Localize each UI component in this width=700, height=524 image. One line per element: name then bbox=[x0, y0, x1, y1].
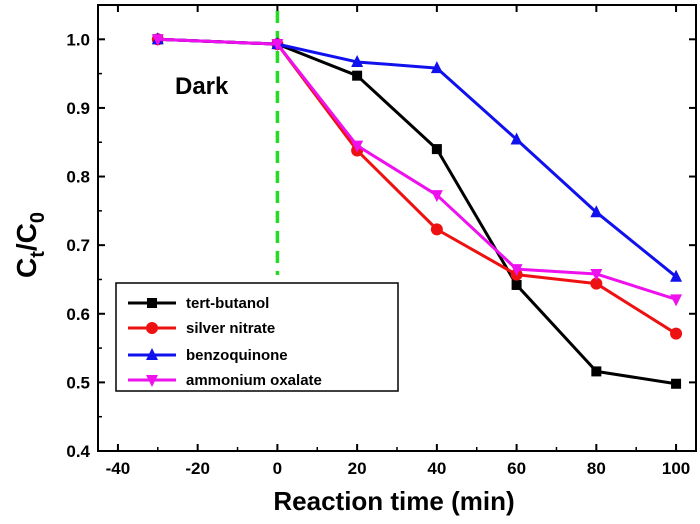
legend-items: tert-butanol silver nitrate benzoquinone am… bbox=[128, 295, 322, 389]
triangle-down-marker bbox=[146, 375, 158, 387]
y-tick-label: 0.7 bbox=[66, 236, 90, 255]
series-layer bbox=[151, 32, 683, 389]
triangle-down-marker bbox=[151, 34, 164, 47]
triangle-down-marker bbox=[670, 294, 683, 307]
series-line bbox=[157, 37, 678, 278]
square-marker bbox=[671, 378, 682, 389]
y-tick-label: 0.4 bbox=[66, 442, 90, 461]
circle-marker bbox=[146, 322, 158, 334]
legend: tert-butanol silver nitrate benzoquinone am… bbox=[115, 282, 399, 392]
y-tick-label: 0.8 bbox=[66, 168, 90, 187]
x-tick-label: 80 bbox=[587, 459, 606, 478]
square-marker bbox=[352, 70, 363, 81]
x-tick-label: 40 bbox=[427, 459, 446, 478]
dark-annotation: Dark bbox=[175, 73, 229, 100]
x-tick-label: 20 bbox=[348, 459, 367, 478]
square-marker bbox=[511, 279, 522, 290]
legend-label: ammonium oxalate bbox=[186, 372, 322, 389]
legend-label: benzoquinone bbox=[186, 347, 288, 364]
x-tick-label: 0 bbox=[273, 459, 282, 478]
legend-label: tert-butanol bbox=[186, 295, 269, 312]
square-marker bbox=[591, 366, 602, 377]
circle-marker bbox=[590, 277, 603, 290]
circle-marker bbox=[430, 223, 443, 236]
circle-marker bbox=[670, 327, 683, 340]
y-tick-label: 0.6 bbox=[66, 305, 90, 324]
series-ammonium-oxalate bbox=[151, 34, 683, 307]
triangle-down-marker bbox=[430, 190, 443, 203]
triangle-up-marker bbox=[430, 61, 443, 74]
axes-layer: -40 -20 0 20 40 60 80 100 0.4 0.5 0.6 0.7 0.8 0.9 1.0 bbox=[66, 4, 697, 478]
triangle-down-marker bbox=[271, 39, 284, 52]
y-tick-label: 0.5 bbox=[66, 373, 90, 392]
triangle-up-marker bbox=[590, 205, 603, 218]
x-tick-label: -40 bbox=[106, 459, 131, 478]
y-tick-label: 0.9 bbox=[66, 99, 90, 118]
x-tick-label: -20 bbox=[185, 459, 210, 478]
y-tick-label: 1.0 bbox=[66, 30, 90, 49]
square-marker bbox=[431, 144, 442, 155]
triangle-down-marker bbox=[590, 268, 603, 281]
series-benzoquinone bbox=[151, 32, 683, 282]
triangle-up-marker bbox=[670, 269, 683, 282]
x-tick-label: 100 bbox=[662, 459, 690, 478]
square-marker bbox=[147, 298, 157, 308]
series-line bbox=[157, 37, 677, 301]
x-tick-label: 60 bbox=[507, 459, 526, 478]
triangle-up-marker bbox=[351, 54, 364, 67]
triangle-down-marker bbox=[510, 264, 523, 277]
x-axis-title: Reaction time (min) bbox=[273, 486, 514, 516]
y-axis-title: Ct/C0 bbox=[11, 212, 49, 278]
triangle-down-marker bbox=[351, 140, 364, 153]
legend-label: silver nitrate bbox=[186, 320, 275, 337]
triangle-up-marker bbox=[146, 348, 158, 360]
triangle-up-marker bbox=[510, 132, 523, 145]
legend-box bbox=[115, 282, 399, 392]
